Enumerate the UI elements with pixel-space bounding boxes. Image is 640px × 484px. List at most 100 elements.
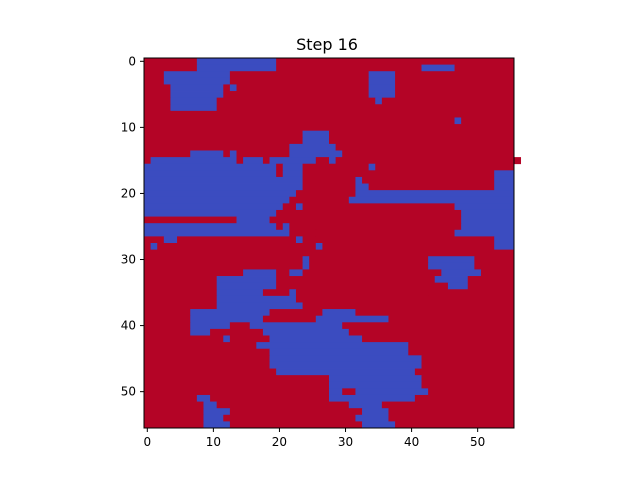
heatmap-cell-run bbox=[395, 77, 515, 85]
heatmap-cell-run bbox=[282, 170, 303, 178]
heatmap-cell-run bbox=[203, 401, 218, 409]
heatmap-cell-run bbox=[295, 295, 515, 303]
heatmap-cell-run bbox=[216, 282, 277, 290]
heatmap-cell-run bbox=[322, 309, 356, 317]
heatmap-cell-run bbox=[441, 269, 482, 277]
heatmap-cell-run bbox=[388, 414, 515, 422]
heatmap-cell-run bbox=[144, 137, 303, 145]
heatmap-cell-run bbox=[229, 408, 363, 416]
heatmap-cell-run bbox=[276, 223, 284, 231]
heatmap-cell-run bbox=[144, 229, 290, 237]
heatmap-cells bbox=[144, 58, 522, 429]
heatmap-cell-run bbox=[196, 64, 277, 72]
heatmap-cell-run bbox=[375, 97, 383, 105]
x-tick-label: 30 bbox=[338, 435, 353, 449]
heatmap-cell-run bbox=[381, 401, 515, 409]
y-tick-label: 0 bbox=[128, 54, 136, 68]
heatmap-cell-run bbox=[144, 64, 198, 72]
heatmap-cell-run bbox=[289, 143, 337, 151]
heatmap-cell-run bbox=[236, 84, 370, 92]
heatmap-cell-run bbox=[269, 216, 462, 224]
heatmap-cell-run bbox=[289, 150, 343, 158]
heatmap-cell-run bbox=[295, 236, 303, 244]
heatmap-cell-run bbox=[190, 328, 211, 336]
heatmap-cell-run bbox=[216, 97, 376, 105]
heatmap-cell-run bbox=[170, 91, 224, 99]
heatmap-cell-run bbox=[395, 421, 515, 429]
heatmap-cell-run bbox=[190, 322, 231, 330]
heatmap-cell-run bbox=[229, 77, 370, 85]
heatmap-cell-run bbox=[223, 414, 356, 422]
heatmap-cell-run bbox=[144, 388, 330, 396]
heatmap-cell-run bbox=[144, 355, 270, 363]
heatmap-cell-run bbox=[210, 328, 264, 336]
heatmap-cell-run bbox=[289, 223, 462, 231]
heatmap-cell-run bbox=[355, 309, 515, 317]
heatmap-cell-run bbox=[302, 236, 495, 244]
heatmap-cell-run bbox=[362, 335, 515, 343]
heatmap-cell-run bbox=[243, 269, 277, 277]
heatmap-cell-run bbox=[276, 282, 449, 290]
heatmap-cell-run bbox=[355, 176, 363, 184]
heatmap-cell-run bbox=[362, 176, 495, 184]
heatmap-cell-run bbox=[236, 150, 290, 158]
heatmap-cell-run bbox=[454, 229, 515, 237]
heatmap-cell-run bbox=[276, 58, 515, 66]
heatmap-cell-run bbox=[388, 315, 515, 323]
heatmap-cell-run bbox=[144, 381, 330, 389]
heatmap-cell-run bbox=[144, 97, 171, 105]
heatmap-cell-run bbox=[144, 124, 515, 132]
heatmap-cell-run bbox=[302, 203, 455, 211]
y-tick-label: 10 bbox=[121, 120, 136, 134]
heatmap-cell-run bbox=[223, 84, 231, 92]
heatmap-cell-run bbox=[368, 77, 396, 85]
heatmap-cell-run bbox=[269, 335, 363, 343]
heatmap-cell-run bbox=[236, 157, 244, 165]
heatmap-cell-run bbox=[144, 269, 244, 277]
heatmap-cell-run bbox=[144, 216, 237, 224]
heatmap-cell-run bbox=[144, 71, 165, 79]
heatmap-cell-run bbox=[236, 216, 270, 224]
heatmap-cell-run bbox=[196, 394, 211, 402]
heatmap-cell-run bbox=[150, 243, 158, 251]
heatmap-cell-run bbox=[269, 355, 422, 363]
heatmap-cell-run bbox=[342, 150, 515, 158]
heatmap-cell-run bbox=[216, 289, 264, 297]
heatmap-cell-run bbox=[342, 322, 515, 330]
heatmap-cell-run bbox=[157, 243, 317, 251]
heatmap-cell-run bbox=[256, 342, 409, 350]
heatmap-cell-run bbox=[144, 342, 257, 350]
heatmap-cell-run bbox=[302, 183, 356, 191]
heatmap-cell-run bbox=[196, 58, 277, 66]
heatmap-cell-run bbox=[348, 328, 515, 336]
heatmap-cell-run bbox=[494, 236, 515, 244]
heatmap-cell-run bbox=[302, 262, 310, 270]
heatmap-cell-run bbox=[276, 163, 284, 171]
heatmap-cell-run bbox=[421, 375, 515, 383]
heatmap-cell-run bbox=[144, 104, 171, 112]
y-tick-label: 40 bbox=[121, 319, 136, 333]
heatmap-cell-run bbox=[395, 91, 515, 99]
heatmap-cell-run bbox=[329, 130, 515, 138]
heatmap-cell-run bbox=[144, 223, 277, 231]
heatmap-cell-run bbox=[342, 388, 356, 396]
heatmap-cell-run bbox=[144, 243, 152, 251]
heatmap-cell-run bbox=[269, 361, 422, 369]
heatmap-cell-run bbox=[144, 110, 515, 118]
heatmap-cell-run bbox=[421, 64, 455, 72]
heatmap-cell-run bbox=[262, 328, 350, 336]
heatmap-cell-run bbox=[216, 302, 303, 310]
heatmap-cell-run bbox=[355, 388, 429, 396]
heatmap-cell-run bbox=[190, 150, 224, 158]
heatmap-cell-run bbox=[144, 150, 191, 158]
heatmap-cell-run bbox=[144, 163, 277, 171]
heatmap-cell-run bbox=[144, 209, 277, 217]
heatmap-cell-run bbox=[144, 348, 270, 356]
heatmap-cell-run bbox=[302, 170, 495, 178]
heatmap-cell-run bbox=[177, 236, 297, 244]
heatmap-cell-run bbox=[144, 335, 224, 343]
heatmap-cell-run bbox=[262, 315, 317, 323]
heatmap-cell-run bbox=[474, 262, 515, 270]
heatmap-cell-run bbox=[322, 243, 495, 251]
heatmap-cell-run bbox=[223, 91, 370, 99]
